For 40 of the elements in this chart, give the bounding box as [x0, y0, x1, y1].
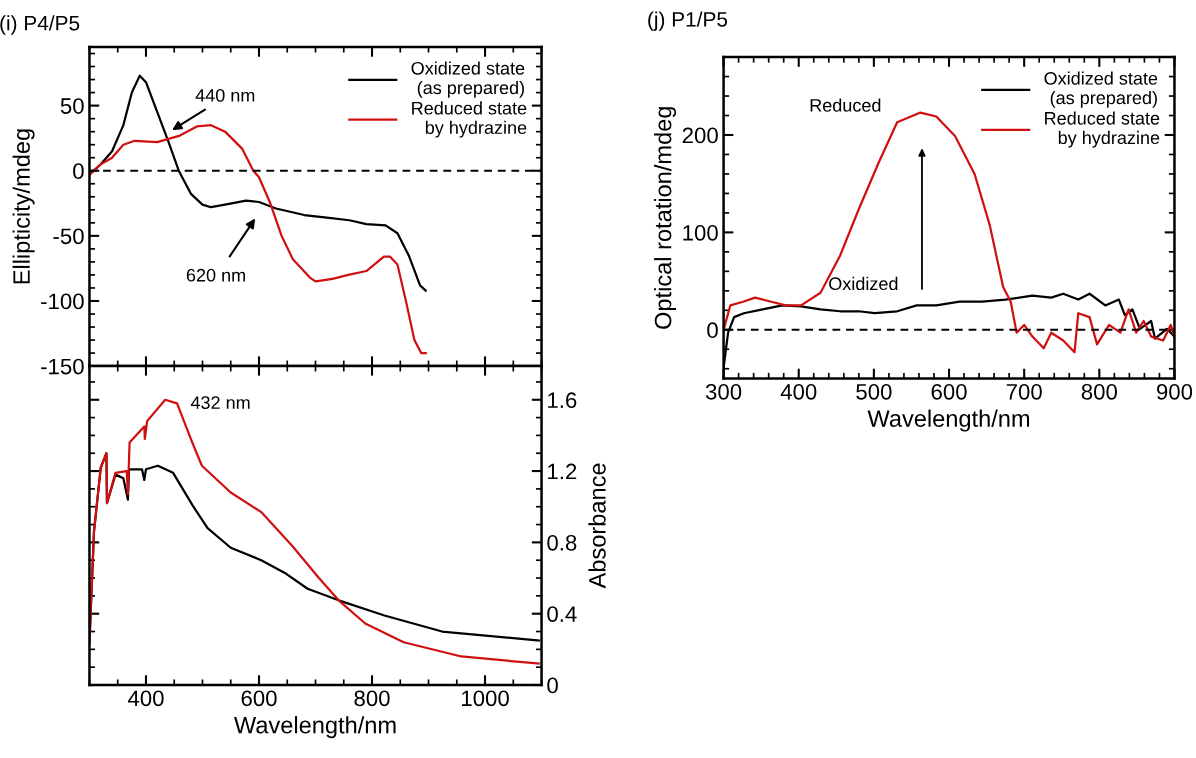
annotation: Reduced [810, 98, 881, 112]
chart-title: (i) P4/P5 [0, 15, 80, 35]
annotation: 620 nm [186, 268, 245, 282]
y-tick-label: 50 [60, 98, 84, 114]
x-tick-label: 600 [241, 690, 277, 707]
x-tick-label: 600 [931, 383, 967, 400]
y-tick-label: -100 [41, 293, 84, 310]
y-axis-title: Optical rotation/mdeg [654, 107, 677, 329]
x-tick-label: 700 [1006, 383, 1042, 400]
annotation: Oxidized [829, 276, 898, 291]
y-axis-title: Ellipticity/mdeg [12, 129, 35, 284]
chart-title: (j) P1/P5 [648, 11, 728, 31]
y2-tick-label: 1.6 [548, 392, 577, 409]
y-tick-label: -50 [53, 228, 84, 245]
annotation: 432 nm [190, 396, 250, 410]
x-tick-label: 1000 [462, 690, 509, 707]
y2-axis-title: Absorbance [588, 463, 606, 589]
y2-tick-label: 0 [547, 677, 558, 694]
legend-label: Reduced state by hydrazine [412, 101, 527, 138]
x-tick-label: 800 [354, 690, 390, 707]
legend-label: Oxidized state (as prepared) [411, 61, 525, 98]
y-tick-label: 100 [683, 224, 718, 241]
legend-label: Reduced state by hydrazine [1045, 111, 1160, 148]
y2-tick-label: 0.8 [547, 534, 577, 551]
y-tick-label: 0 [707, 322, 718, 339]
x-tick-label: 300 [705, 383, 742, 400]
x-tick-label: 400 [127, 690, 164, 707]
y-tick-label: -150 [41, 358, 84, 375]
x-tick-label: 400 [780, 383, 817, 400]
y-tick-label: 0 [73, 163, 84, 180]
x-tick-label: 500 [856, 383, 892, 400]
y2-tick-label: 0.4 [547, 606, 577, 622]
legend-label: Oxidized state (as prepared) [1044, 71, 1158, 108]
x-axis-title: Wavelength/nm [234, 716, 396, 739]
x-tick-label: 900 [1156, 383, 1193, 400]
annotation: 440 nm [195, 89, 255, 102]
x-axis-title: Wavelength/nm [867, 409, 1030, 432]
y2-tick-label: 1.2 [548, 463, 577, 480]
y-tick-label: 200 [682, 127, 718, 144]
x-tick-label: 800 [1081, 383, 1117, 400]
